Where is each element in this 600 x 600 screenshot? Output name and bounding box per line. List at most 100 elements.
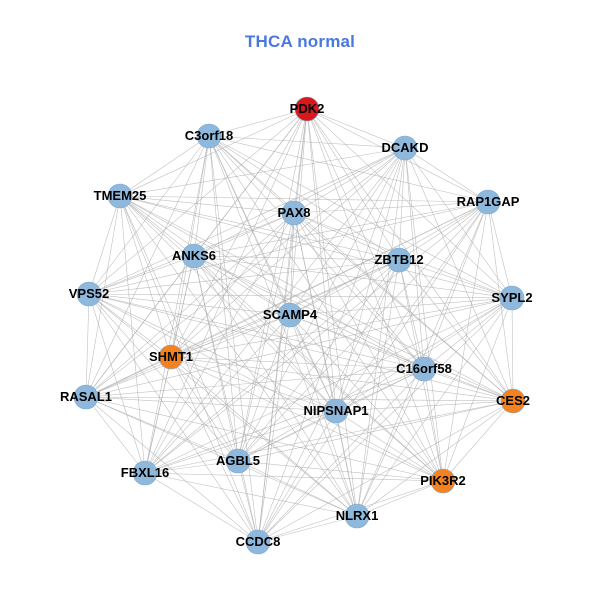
edge <box>119 195 425 370</box>
edge <box>398 259 514 402</box>
edge <box>144 297 513 474</box>
edge <box>88 255 195 295</box>
edge <box>170 212 295 358</box>
edge <box>404 147 514 402</box>
edge <box>85 396 146 474</box>
edge <box>306 108 358 517</box>
edge <box>144 147 406 474</box>
edge <box>306 108 337 412</box>
node-label-NLRX1: NLRX1 <box>336 508 379 523</box>
edge <box>170 356 444 482</box>
edge <box>237 460 259 543</box>
edge <box>423 368 514 402</box>
node-layer: PDK2 C3orf18 DCAKD TMEM25 RAP1GAP PAX8 ANKS6 ZB… <box>60 96 533 555</box>
figure-title: THCA normal <box>244 32 356 51</box>
edge <box>293 212 425 370</box>
node-ZBTB12 <box>386 247 412 273</box>
node-label-ZBTB12: ZBTB12 <box>374 252 423 267</box>
node-label-RASAL1: RASAL1 <box>60 389 112 404</box>
edge <box>85 201 489 398</box>
edge <box>88 147 406 295</box>
edge <box>208 135 239 462</box>
edge <box>404 147 425 370</box>
edge <box>335 400 514 412</box>
edge <box>289 259 400 316</box>
edge <box>237 314 291 462</box>
edge <box>208 108 308 137</box>
edge <box>398 147 406 261</box>
edge <box>208 135 400 261</box>
edge <box>398 201 489 261</box>
edge <box>208 135 295 214</box>
edge <box>289 314 358 517</box>
node-DCAKD <box>392 135 418 161</box>
edge <box>356 259 400 517</box>
edge <box>119 195 513 299</box>
edge <box>119 195 172 358</box>
node-label-ANKS6: ANKS6 <box>172 248 216 263</box>
edge <box>170 297 513 358</box>
edge <box>289 314 514 402</box>
edge <box>293 201 489 214</box>
edge <box>88 293 146 474</box>
node-label-VPS52: VPS52 <box>69 286 109 301</box>
edge <box>193 255 514 402</box>
edge <box>85 396 514 402</box>
edge <box>88 293 291 316</box>
edge <box>293 212 514 402</box>
edge <box>144 400 514 474</box>
edge <box>257 147 406 543</box>
node-label-DCAKD: DCAKD <box>382 140 429 155</box>
edge <box>293 147 406 214</box>
edge <box>88 201 489 295</box>
edge <box>398 259 425 370</box>
edge <box>85 396 239 462</box>
edge <box>193 255 259 543</box>
node-SHMT1 <box>158 344 184 370</box>
edge <box>289 314 425 370</box>
node-PAX8 <box>281 200 307 226</box>
edge <box>257 259 400 543</box>
node-ANKS6 <box>181 243 207 269</box>
edge <box>144 460 239 474</box>
node-SCAMP4 <box>277 302 303 328</box>
edge <box>88 293 425 370</box>
edge <box>193 255 400 261</box>
edge <box>88 293 358 517</box>
edge <box>144 368 425 474</box>
edge <box>335 410 444 482</box>
edge <box>88 293 259 543</box>
edge <box>289 314 337 412</box>
edge <box>237 108 308 462</box>
edge <box>170 356 259 543</box>
node-label-TMEM25: TMEM25 <box>94 188 147 203</box>
edge <box>144 410 337 474</box>
node-NIPSNAP1 <box>323 398 349 424</box>
edge <box>237 410 337 462</box>
node-TMEM25 <box>107 183 133 209</box>
edge <box>85 293 90 398</box>
node-label-SCAMP4: SCAMP4 <box>263 307 318 322</box>
edge <box>119 108 308 197</box>
node-label-NIPSNAP1: NIPSNAP1 <box>303 403 368 418</box>
edge <box>88 259 400 295</box>
edge <box>237 297 513 462</box>
edge <box>170 356 425 370</box>
node-VPS52 <box>76 281 102 307</box>
edge <box>85 314 291 398</box>
node-label-SHMT1: SHMT1 <box>149 349 193 364</box>
edge <box>85 368 425 398</box>
edge <box>193 212 295 257</box>
edge <box>306 108 400 261</box>
node-AGBL5 <box>225 448 251 474</box>
edge <box>257 515 358 543</box>
edge <box>208 135 406 149</box>
edge <box>335 201 489 412</box>
node-label-PAX8: PAX8 <box>278 205 311 220</box>
node-NLRX1 <box>344 503 370 529</box>
edge <box>144 259 400 474</box>
edge <box>208 135 489 203</box>
edge <box>511 297 514 402</box>
edge <box>193 255 425 370</box>
